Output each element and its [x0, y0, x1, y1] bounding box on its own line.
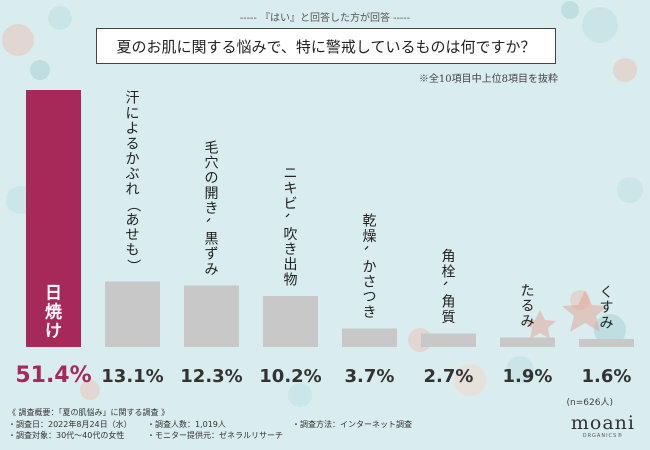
- svg-text:角: 角: [442, 249, 456, 265]
- svg-text:す: す: [600, 300, 614, 316]
- svg-text:ず: ず: [205, 247, 219, 263]
- category-label-6: 角栓、角質: [441, 249, 457, 326]
- svg-text:、: 、: [441, 281, 457, 295]
- svg-text:も: も: [126, 243, 140, 259]
- svg-text:毛: 毛: [205, 140, 219, 156]
- value-label-2: 13.1%: [101, 366, 163, 387]
- svg-text:き: き: [205, 201, 219, 217]
- svg-text:質: 質: [442, 310, 456, 326]
- svg-text:、: 、: [283, 213, 299, 227]
- bar-4: [263, 296, 318, 347]
- svg-text:ニ: ニ: [284, 166, 298, 182]
- svg-text:）: ）: [125, 259, 141, 273]
- svg-text:黒: 黒: [205, 232, 219, 248]
- value-label-6: 2.7%: [424, 366, 474, 387]
- svg-text:キ: キ: [284, 181, 298, 197]
- svg-text:吹: 吹: [284, 227, 298, 243]
- svg-text:み: み: [600, 315, 614, 331]
- svg-text:き: き: [363, 305, 377, 321]
- svg-text:燥: 燥: [363, 229, 377, 245]
- svg-text:け: け: [45, 322, 62, 342]
- survey-summary: 《 調査概要：「夏の肌悩み」に関する調査 》 ・調査日：2022年8月24日（水…: [8, 407, 412, 442]
- value-label-3: 12.3%: [180, 366, 242, 387]
- bar-2: [105, 281, 160, 347]
- category-label-8: くすみ: [600, 285, 614, 331]
- value-label-8: 1.6%: [582, 366, 632, 387]
- survey-title: 《 調査概要：「夏の肌悩み」に関する調査 》: [8, 408, 170, 417]
- svg-text:（: （: [125, 198, 141, 212]
- svg-text:か: か: [126, 152, 140, 168]
- svg-text:焼: 焼: [45, 302, 62, 323]
- svg-text:栓: 栓: [442, 264, 456, 280]
- svg-text:ビ: ビ: [284, 196, 298, 212]
- svg-text:、: 、: [362, 245, 378, 259]
- svg-text:く: く: [600, 285, 614, 301]
- svg-text:に: に: [126, 106, 140, 122]
- category-label-7: たるみ: [521, 284, 535, 330]
- survey-method: ・調査方法：インターネット調査: [292, 419, 412, 429]
- svg-text:よ: よ: [126, 121, 140, 137]
- value-label-7: 1.9%: [503, 366, 553, 387]
- excerpt-note: ※全10項目中上位8項目を抜粋: [418, 74, 558, 85]
- svg-text:の: の: [205, 171, 219, 187]
- value-label-5: 3.7%: [345, 366, 395, 387]
- svg-text:角: 角: [442, 295, 456, 311]
- svg-text:き: き: [284, 242, 298, 258]
- bar-1: [26, 90, 81, 347]
- value-label-4: 10.2%: [259, 366, 321, 387]
- survey-provider: ・モニター提供元：ゼネラルリサーチ: [147, 431, 283, 440]
- bar-7: [500, 337, 555, 347]
- svg-text:開: 開: [205, 186, 219, 202]
- svg-text:か: か: [363, 259, 377, 275]
- sample-size: (n=626人): [566, 398, 613, 408]
- svg-text:、: 、: [204, 217, 220, 231]
- survey-target: ・調査対象：30代〜40代の女性: [8, 431, 125, 440]
- svg-text:穴: 穴: [205, 156, 219, 172]
- bar-5: [342, 328, 397, 347]
- chart-title: 夏のお肌に関する悩みで、特に警戒しているものは何ですか？: [96, 28, 556, 64]
- svg-text:み: み: [521, 314, 535, 330]
- svg-text:み: み: [205, 262, 219, 278]
- svg-text:さ: さ: [363, 275, 377, 291]
- survey-people: ・調査人数：1,019人: [147, 419, 226, 429]
- svg-text:せ: せ: [126, 228, 140, 244]
- svg-text:る: る: [521, 299, 535, 315]
- survey-date: ・調査日：2022年8月24日（水）: [8, 419, 132, 429]
- brand-logo: moani ORGANICS®: [571, 413, 635, 439]
- svg-text:ぶ: ぶ: [126, 167, 140, 183]
- bar-3: [184, 285, 239, 347]
- bar-6: [421, 333, 476, 347]
- svg-text:つ: つ: [363, 290, 377, 306]
- logo-wordmark: moani: [570, 412, 635, 434]
- svg-text:汗: 汗: [126, 91, 140, 107]
- svg-text:日: 日: [45, 284, 62, 304]
- svg-text:乾: 乾: [363, 214, 377, 230]
- svg-text:あ: あ: [126, 212, 140, 228]
- svg-text:出: 出: [284, 257, 298, 273]
- svg-text:た: た: [521, 284, 535, 300]
- value-label-1: 51.4%: [15, 363, 91, 388]
- svg-text:物: 物: [284, 272, 298, 288]
- answer-note: ----- 『はい』と回答した方が回答 -----: [239, 13, 411, 24]
- bar-8: [579, 339, 634, 347]
- svg-text:れ: れ: [126, 182, 140, 198]
- logo-subtext: ORGANICS®: [582, 433, 624, 439]
- svg-text:る: る: [126, 136, 140, 152]
- category-label-1: 日焼け: [45, 284, 62, 342]
